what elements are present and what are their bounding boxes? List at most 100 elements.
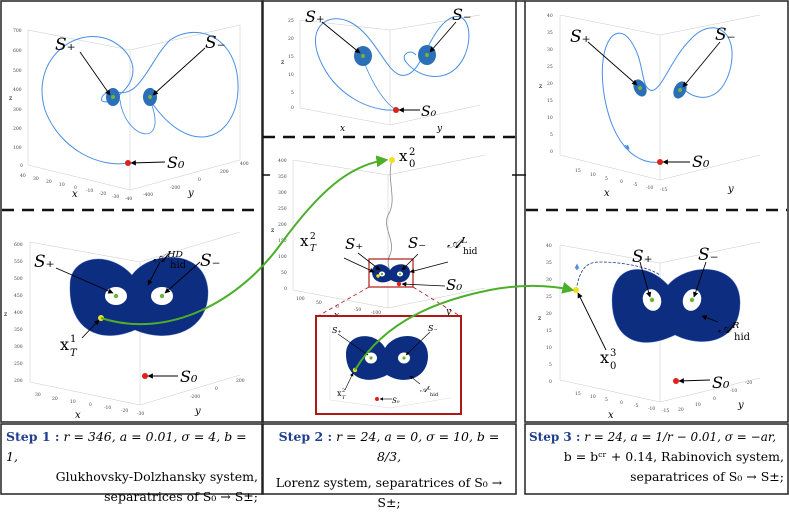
step2-params: r = 24, a = 0, σ = 10, b = 8/3, bbox=[336, 429, 500, 464]
svg-text:100: 100 bbox=[296, 296, 305, 302]
svg-text:10: 10 bbox=[590, 394, 596, 400]
svg-text:350: 350 bbox=[14, 327, 23, 333]
svg-text:25: 25 bbox=[546, 294, 552, 300]
left-panel-frame bbox=[0, 0, 264, 423]
step2-label: Step 2 : bbox=[278, 429, 333, 444]
svg-text:y: y bbox=[445, 307, 452, 317]
svg-text:10: 10 bbox=[590, 172, 596, 178]
svg-text:250: 250 bbox=[278, 206, 287, 212]
gd-s-minus-label: S₋ bbox=[205, 33, 226, 53]
svg-text:x: x bbox=[75, 410, 81, 421]
svg-text:400: 400 bbox=[240, 161, 249, 167]
svg-text:0: 0 bbox=[550, 149, 553, 155]
middle-panel-frame bbox=[261, 0, 517, 423]
rabinovich-thin-trajectory bbox=[575, 261, 661, 291]
svg-text:0: 0 bbox=[620, 400, 623, 406]
svg-text:400: 400 bbox=[13, 87, 22, 93]
svg-text:250: 250 bbox=[14, 361, 23, 367]
svg-text:x: x bbox=[72, 189, 78, 200]
svg-text:5: 5 bbox=[605, 176, 608, 182]
gd-hidden-s0-point bbox=[142, 373, 148, 379]
gd-hidden-s-plus-label: S₊ bbox=[34, 252, 55, 272]
svg-text:y: y bbox=[436, 124, 443, 134]
step2-system: Lorenz system, separatrices of S₀ → S±; bbox=[275, 475, 503, 510]
svg-text:40: 40 bbox=[547, 13, 553, 19]
rabinovich-hidden-s-plus-label: S₊ bbox=[632, 247, 653, 267]
svg-text:20: 20 bbox=[288, 36, 294, 42]
figure-canvas: S₊ S₋ S₀ z 700 600 500 400 300 200 100 0… bbox=[0, 0, 789, 495]
svg-text:-30: -30 bbox=[137, 411, 144, 417]
svg-text:50: 50 bbox=[281, 270, 287, 276]
step1-caption-frame bbox=[0, 423, 264, 495]
right-panel-frame bbox=[524, 0, 789, 423]
svg-text:-20: -20 bbox=[745, 380, 752, 386]
svg-text:-50: -50 bbox=[354, 307, 361, 313]
svg-text:𝒜ᴸ: 𝒜ᴸ bbox=[420, 385, 432, 394]
svg-text:200: 200 bbox=[236, 378, 245, 384]
plot-rabinovich-hidden-attractor: S₊ S₋ 𝒜ᴿ hid S₀ x 3 0 40 35 30 25 20 15 … bbox=[538, 241, 761, 421]
lorenz-x-02-point bbox=[389, 157, 395, 163]
inset-s0-point bbox=[375, 397, 379, 401]
svg-text:200: 200 bbox=[220, 169, 229, 175]
svg-text:600: 600 bbox=[13, 48, 22, 54]
svg-text:S₋: S₋ bbox=[428, 324, 438, 333]
rabinovich-x-03-point bbox=[573, 287, 579, 293]
svg-text:-10: -10 bbox=[648, 406, 655, 412]
svg-text:30: 30 bbox=[546, 277, 552, 283]
svg-text:450: 450 bbox=[14, 293, 23, 299]
svg-text:y: y bbox=[194, 406, 201, 417]
svg-text:30: 30 bbox=[35, 392, 41, 398]
svg-text:x: x bbox=[340, 124, 345, 134]
svg-text:z: z bbox=[539, 83, 542, 90]
step1-label: Step 1 : bbox=[6, 429, 60, 444]
lorenz-hidden-attr-label: 𝒜ᴸ bbox=[447, 234, 467, 252]
svg-text:10: 10 bbox=[546, 345, 552, 351]
svg-text:hid: hid bbox=[463, 247, 478, 257]
lorenz-hidden-s-minus-label: S₋ bbox=[408, 234, 426, 252]
step3-caption: Step 3 : r = 24, a = 1/r − 0.01, σ = −ar… bbox=[529, 427, 784, 487]
lorenz-x-02-label: x bbox=[399, 147, 408, 165]
svg-text:-200: -200 bbox=[190, 394, 200, 400]
svg-text:400: 400 bbox=[278, 158, 287, 164]
svg-text:-40: -40 bbox=[125, 196, 132, 202]
svg-text:40: 40 bbox=[20, 173, 26, 179]
step3-system: b = bᶜʳ + 0.14, Rabinovich system, bbox=[563, 449, 784, 464]
svg-text:x: x bbox=[604, 188, 610, 199]
rabinovich-s0-point bbox=[657, 159, 663, 165]
step1-separatrices: separatrices of S₀ → S±; bbox=[104, 489, 258, 504]
lorenz-zoom-inset: S₊ S₋ x 2 T 𝒜ᴸ hid S₀ bbox=[315, 315, 462, 415]
green-arrow-lorenz-to-rabinovich bbox=[354, 282, 575, 371]
svg-text:20: 20 bbox=[546, 311, 552, 317]
rabinovich-x-03-label: x bbox=[600, 348, 609, 367]
svg-text:0: 0 bbox=[284, 286, 287, 292]
svg-text:-20: -20 bbox=[99, 191, 106, 197]
step3-label: Step 3 : bbox=[529, 430, 581, 444]
svg-text:hid: hid bbox=[430, 392, 439, 398]
lorenz-x-t2-label: x bbox=[300, 232, 309, 250]
lorenz-hidden-s0-point bbox=[396, 281, 402, 287]
svg-text:-15: -15 bbox=[660, 187, 667, 193]
svg-text:15: 15 bbox=[547, 98, 553, 104]
inset-attractor-shape bbox=[346, 336, 428, 380]
svg-text:600: 600 bbox=[14, 242, 23, 248]
step3-params: r = 24, a = 1/r − 0.01, σ = −ar, bbox=[584, 430, 777, 444]
lorenz-mini-attractor bbox=[372, 264, 410, 283]
svg-text:0: 0 bbox=[713, 396, 716, 402]
svg-text:200: 200 bbox=[278, 222, 287, 228]
svg-text:-10: -10 bbox=[86, 188, 93, 194]
svg-text:5: 5 bbox=[291, 90, 294, 96]
svg-text:10: 10 bbox=[695, 402, 701, 408]
lorenz-s0-label: S₀ bbox=[421, 104, 437, 120]
svg-text:hid: hid bbox=[170, 260, 187, 271]
gd-s0-point bbox=[125, 160, 131, 166]
svg-text:z: z bbox=[9, 95, 12, 102]
svg-text:S₊: S₊ bbox=[332, 326, 342, 335]
svg-text:500: 500 bbox=[14, 276, 23, 282]
svg-text:y: y bbox=[737, 400, 744, 411]
gd-hidden-s0-label: S₀ bbox=[180, 367, 198, 386]
rabinovich-hidden-attr-label: 𝒜ᴿ bbox=[718, 319, 739, 337]
svg-text:20: 20 bbox=[678, 407, 684, 413]
rabinovich-s-plus-label: S₊ bbox=[570, 27, 591, 47]
svg-text:S₀: S₀ bbox=[392, 397, 400, 405]
lorenz-s-plus-label: S₊ bbox=[305, 7, 324, 26]
